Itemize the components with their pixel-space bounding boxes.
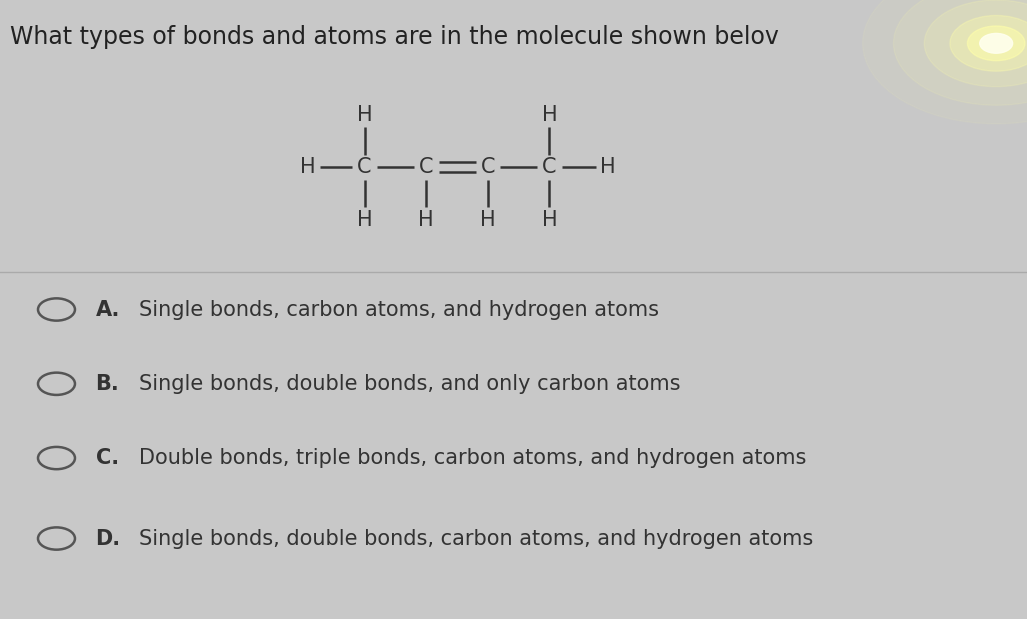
- Text: B.: B.: [96, 374, 119, 394]
- Circle shape: [924, 0, 1027, 87]
- Text: D.: D.: [96, 529, 120, 548]
- Text: C.: C.: [96, 448, 119, 468]
- Text: H: H: [480, 210, 496, 230]
- Circle shape: [967, 26, 1025, 61]
- Text: H: H: [541, 210, 558, 230]
- Text: H: H: [356, 210, 373, 230]
- Text: H: H: [418, 210, 434, 230]
- Text: H: H: [356, 105, 373, 124]
- Text: H: H: [541, 105, 558, 124]
- Text: A.: A.: [96, 300, 120, 319]
- Text: Single bonds, double bonds, and only carbon atoms: Single bonds, double bonds, and only car…: [139, 374, 680, 394]
- Circle shape: [950, 15, 1027, 71]
- Text: C: C: [542, 157, 557, 177]
- Text: H: H: [300, 157, 316, 177]
- Text: Single bonds, double bonds, carbon atoms, and hydrogen atoms: Single bonds, double bonds, carbon atoms…: [139, 529, 813, 548]
- Text: C: C: [481, 157, 495, 177]
- Text: Single bonds, carbon atoms, and hydrogen atoms: Single bonds, carbon atoms, and hydrogen…: [139, 300, 658, 319]
- Text: C: C: [357, 157, 372, 177]
- Circle shape: [863, 0, 1027, 124]
- Text: Double bonds, triple bonds, carbon atoms, and hydrogen atoms: Double bonds, triple bonds, carbon atoms…: [139, 448, 806, 468]
- Circle shape: [980, 33, 1013, 53]
- Text: H: H: [600, 157, 616, 177]
- Text: What types of bonds and atoms are in the molecule shown belov: What types of bonds and atoms are in the…: [10, 25, 779, 49]
- Text: C: C: [419, 157, 433, 177]
- Circle shape: [893, 0, 1027, 105]
